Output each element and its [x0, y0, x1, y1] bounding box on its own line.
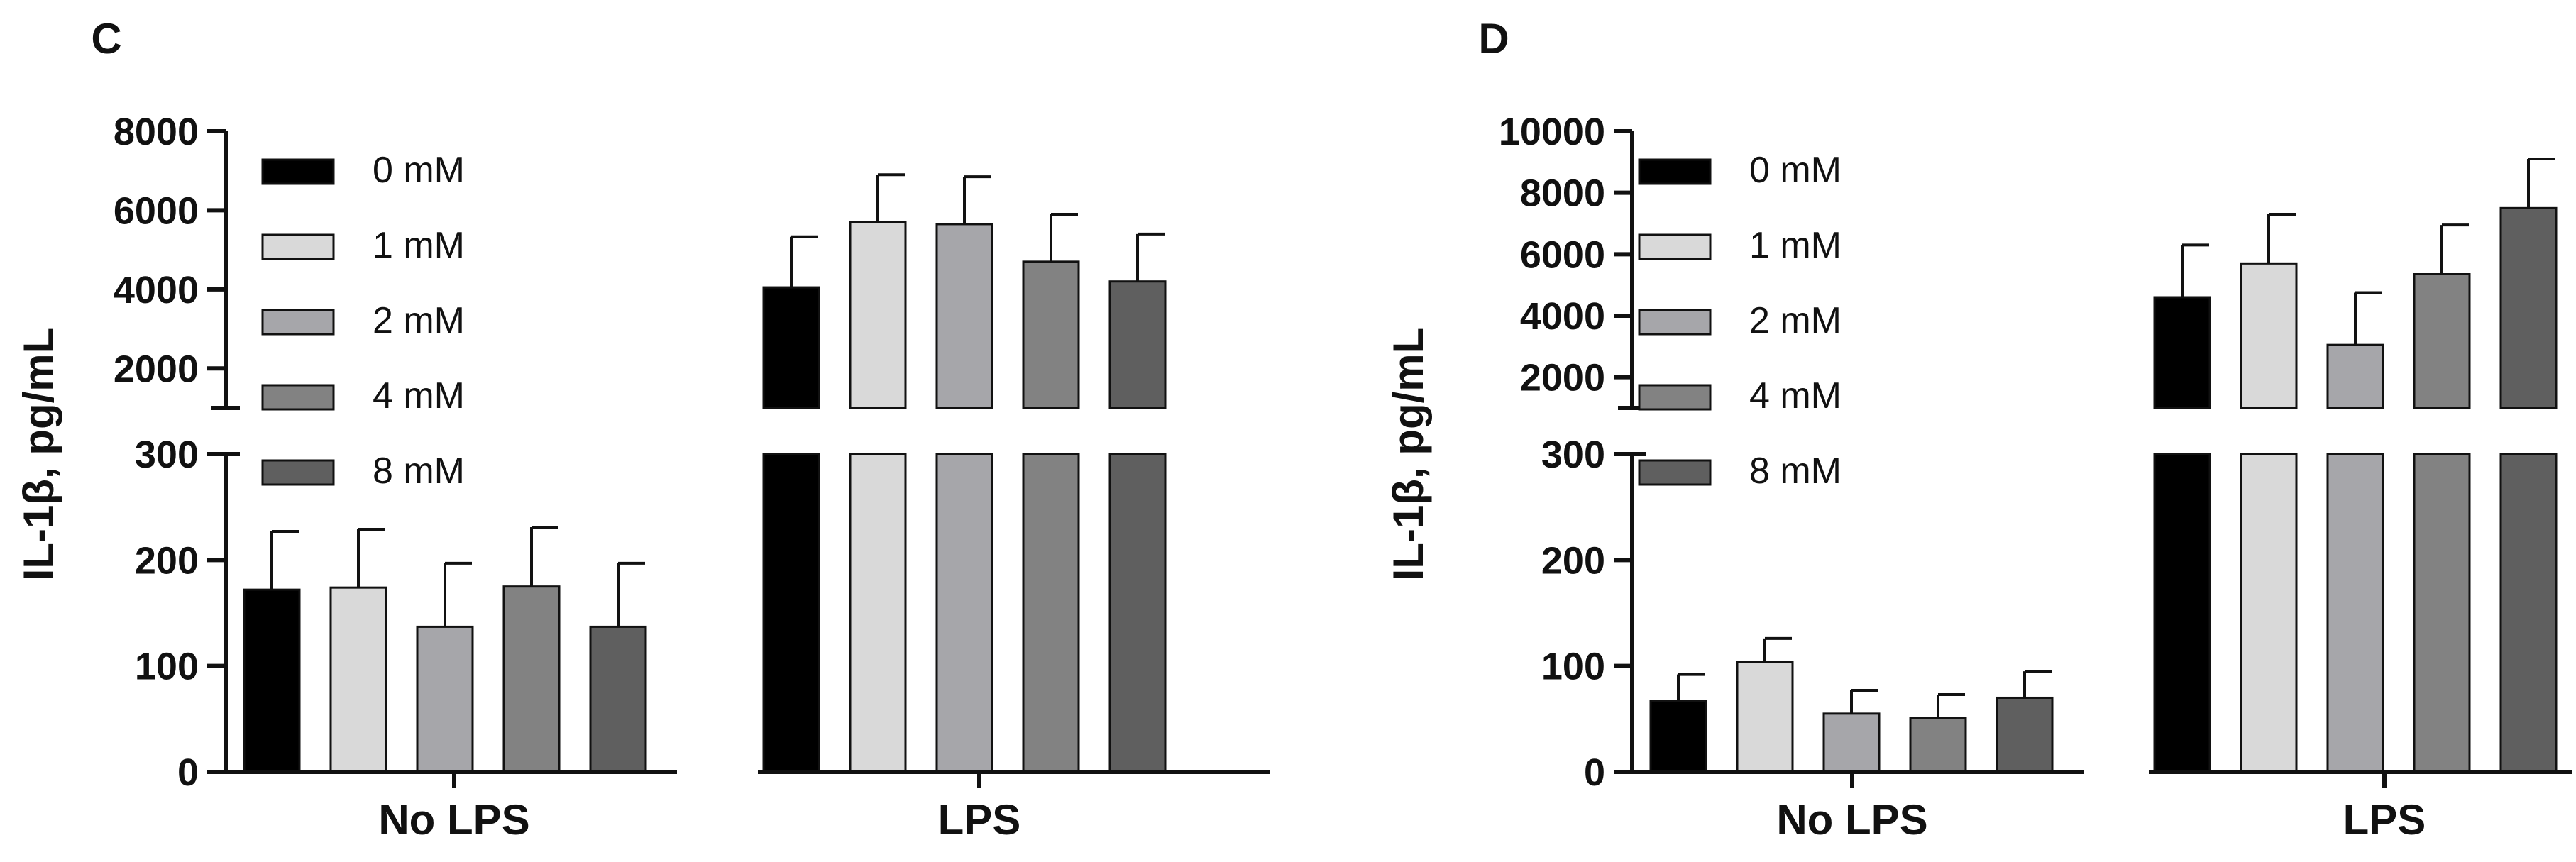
legend-swatch	[261, 158, 335, 185]
y-tick-label: 300	[135, 433, 199, 476]
y-tick-label: 10000	[1499, 111, 1605, 153]
bar	[2499, 453, 2558, 773]
bar	[1909, 717, 1967, 773]
bar	[849, 221, 907, 409]
x-category-label: LPS	[938, 796, 1021, 844]
bar	[762, 286, 820, 409]
panel-letter: C	[91, 15, 121, 62]
y-tick-label: 200	[1541, 539, 1605, 582]
legend-label: 8 mM	[1749, 451, 1842, 492]
y-tick-label: 6000	[114, 189, 199, 232]
bar	[1736, 661, 1794, 773]
x-category-label: LPS	[2343, 796, 2426, 844]
y-tick-label: 300	[1541, 433, 1605, 476]
legend-swatch	[261, 233, 335, 260]
bar	[2240, 453, 2298, 773]
bar	[1108, 280, 1167, 409]
bar	[2413, 273, 2471, 409]
bar	[935, 223, 993, 409]
bar	[2499, 206, 2558, 409]
bar	[849, 453, 907, 773]
bar	[416, 625, 474, 773]
legend-label: 4 mM	[373, 375, 465, 416]
y-tick-label: 2000	[1520, 357, 1605, 399]
bar	[329, 586, 387, 773]
panel-d: D IL-1β, pg/mL 0 100 200 300 2000 4000 6000 8000 1…	[1385, 15, 2572, 844]
bar	[2326, 453, 2384, 773]
bar	[243, 588, 301, 773]
bar	[1649, 700, 1707, 773]
legend-label: 0 mM	[373, 150, 465, 191]
legend-label: 0 mM	[1749, 150, 1842, 191]
bar	[1996, 696, 2054, 773]
legend-swatch	[261, 309, 335, 336]
bar	[2326, 343, 2384, 409]
legend-swatch	[1638, 233, 1712, 260]
legend-swatch	[1638, 158, 1712, 185]
y-axis-title: IL-1β, pg/mL	[15, 328, 62, 581]
y-tick-label: 6000	[1520, 233, 1605, 276]
bar	[2240, 262, 2298, 409]
bar	[1022, 453, 1080, 773]
legend-label: 4 mM	[1749, 375, 1842, 416]
bar	[1108, 453, 1167, 773]
bar	[1822, 712, 1881, 773]
legend-label: 8 mM	[373, 451, 465, 492]
y-tick-label: 200	[135, 539, 199, 582]
panel-c: C IL-1β, pg/mL 0 100 200 300 2000 4000 6000 8000 N…	[15, 15, 1270, 844]
y-tick-label: 0	[1584, 751, 1605, 794]
x-category-label: No LPS	[378, 796, 529, 844]
y-axis-title: IL-1β, pg/mL	[1385, 328, 1432, 581]
y-tick-label: 100	[135, 646, 199, 688]
legend-swatch	[1638, 384, 1712, 411]
bar	[589, 625, 647, 773]
bar	[502, 585, 561, 773]
bar	[762, 453, 820, 773]
bar	[1022, 260, 1080, 409]
bar	[2413, 453, 2471, 773]
y-tick-label: 4000	[114, 269, 199, 311]
panel-letter: D	[1478, 15, 1509, 62]
y-tick-label: 4000	[1520, 295, 1605, 338]
legend-label: 2 mM	[1749, 300, 1842, 341]
y-tick-label: 0	[177, 751, 199, 794]
legend-swatch	[1638, 309, 1712, 336]
legend-label: 2 mM	[373, 300, 465, 341]
legend-swatch	[261, 459, 335, 486]
y-tick-label: 2000	[114, 348, 199, 390]
x-category-label: No LPS	[1776, 796, 1927, 844]
y-tick-label: 100	[1541, 646, 1605, 688]
bar	[2153, 453, 2211, 773]
legend-swatch	[261, 384, 335, 411]
bar	[935, 453, 993, 773]
y-tick-label: 8000	[1520, 172, 1605, 215]
y-tick-label: 8000	[114, 111, 199, 153]
bar	[2153, 296, 2211, 409]
legend-label: 1 mM	[1749, 225, 1842, 266]
legend-label: 1 mM	[373, 225, 465, 266]
legend-swatch	[1638, 459, 1712, 486]
